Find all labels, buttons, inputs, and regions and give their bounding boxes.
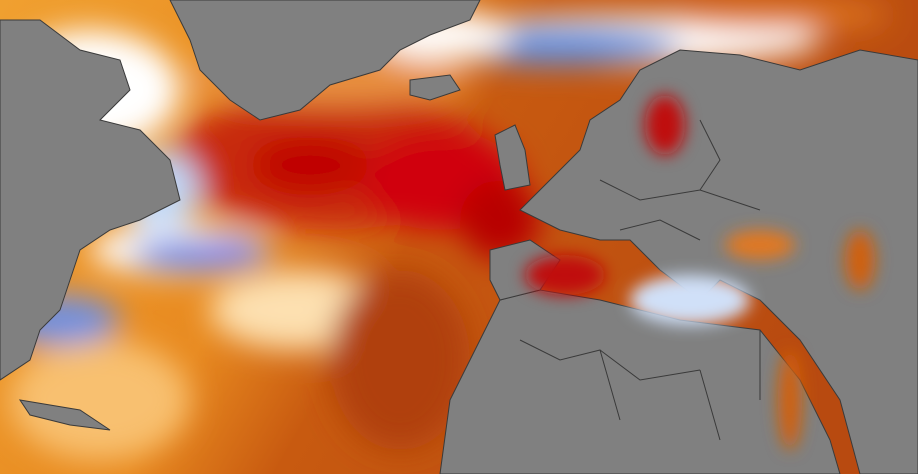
north-america [0,19,181,381]
inland-seas [525,95,875,450]
iceland [409,74,461,101]
country-borders [519,119,761,441]
cuba [18,399,111,431]
greenland [169,0,481,121]
british-isles [494,124,531,191]
